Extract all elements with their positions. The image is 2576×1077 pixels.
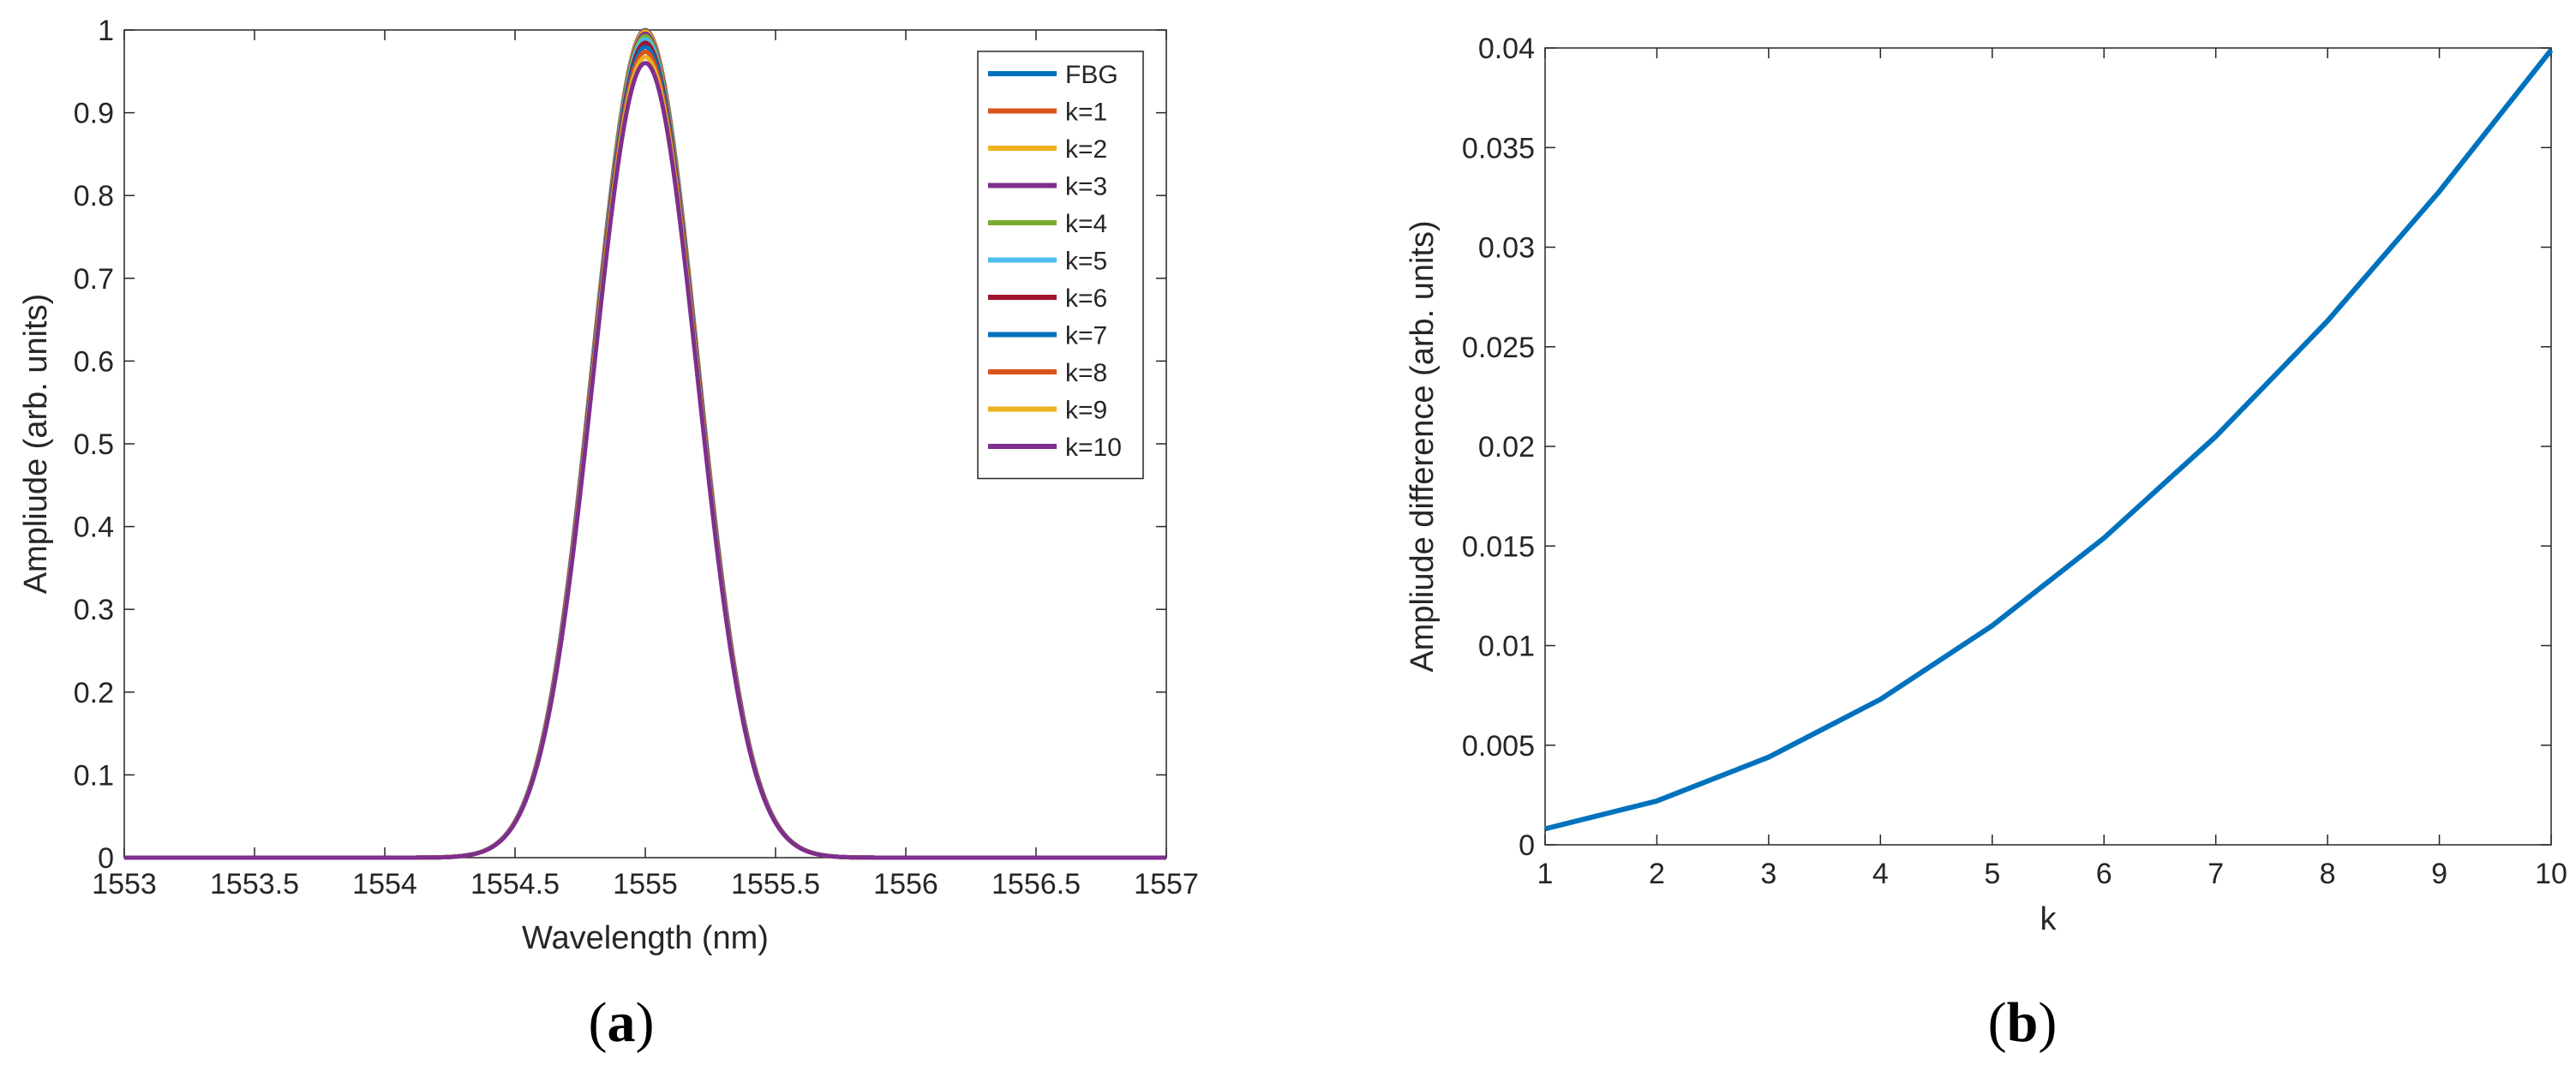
panel-a-caption: (a) [589, 991, 655, 1054]
legend-label: k=5 [1065, 248, 1107, 276]
panel-b-y-axis-label: Ampliude difference (arb. units) [1405, 220, 1441, 672]
a-x-tick-label: 1556.5 [991, 868, 1081, 900]
legend-box [977, 51, 1144, 480]
b-x-tick-label: 1 [1537, 858, 1554, 890]
legend-label: k=8 [1065, 359, 1107, 387]
a-y-tick-label: 0 [98, 842, 114, 875]
a-x-tick-label: 1557 [1134, 868, 1199, 900]
b-x-tick-label: 9 [2431, 858, 2447, 890]
panel-b-x-axis-label: k [2040, 901, 2058, 937]
legend-label: k=4 [1065, 210, 1107, 238]
panel-a-legend: FBG k=1 k=2 k=3 k=4 k=5 k=6 k=7 k=8 k=9 k=10 [977, 51, 1144, 480]
a-y-tick-label: 0.2 [74, 677, 114, 709]
b-y-tick-label: 0.01 [1478, 631, 1535, 663]
b-x-tick-label: 8 [2320, 858, 2336, 890]
b-x-tick-label: 4 [1872, 858, 1889, 890]
b-y-tick-label: 0.025 [1462, 332, 1535, 364]
panel-b-caption: (b) [1988, 991, 2058, 1054]
b-x-tick-label: 6 [2096, 858, 2112, 890]
panel-a-x-axis-label: Wavelength (nm) [522, 920, 769, 956]
legend-label: k=7 [1065, 322, 1107, 350]
legend-label: k=9 [1065, 397, 1107, 425]
legend-label: k=6 [1065, 284, 1107, 313]
a-y-tick-label: 0.6 [74, 345, 114, 378]
panel-a-y-axis-label: Ampliude (arb. units) [18, 294, 54, 595]
a-y-tick-label: 0.1 [74, 759, 114, 792]
a-y-tick-label: 0.3 [74, 594, 114, 626]
a-x-tick-label: 1554.5 [470, 868, 560, 900]
b-x-tick-label: 10 [2535, 858, 2567, 890]
b-y-tick-label: 0.04 [1478, 33, 1535, 65]
a-y-tick-label: 0.4 [74, 512, 114, 544]
panel-b-plot-area [1544, 47, 2552, 846]
legend-label: k=10 [1065, 434, 1122, 462]
b-y-tick-label: 0.03 [1478, 232, 1535, 265]
b-y-tick-label: 0.005 [1462, 730, 1535, 763]
b-y-tick-label: 0.015 [1462, 530, 1535, 563]
b-y-tick-label: 0.035 [1462, 132, 1535, 165]
a-x-tick-label: 1555.5 [731, 868, 820, 900]
a-y-tick-label: 0.7 [74, 263, 114, 296]
a-y-tick-label: 0.9 [74, 98, 114, 130]
b-x-tick-label: 3 [1760, 858, 1776, 890]
a-x-tick-label: 1556 [873, 868, 938, 900]
a-y-tick-label: 0.5 [74, 428, 114, 461]
b-x-tick-label: 2 [1649, 858, 1665, 890]
a-y-tick-label: 1 [98, 15, 114, 47]
a-x-tick-label: 1553 [92, 868, 157, 900]
b-y-tick-label: 0 [1519, 829, 1535, 862]
a-x-tick-label: 1554 [352, 868, 417, 900]
b-y-tick-label: 0.02 [1478, 431, 1535, 464]
b-x-tick-label: 7 [2208, 858, 2224, 890]
legend-label: k=3 [1065, 173, 1107, 201]
series-line-amplitude-difference [1544, 48, 2554, 832]
legend-label: k=1 [1065, 99, 1107, 127]
legend-label: k=2 [1065, 135, 1107, 164]
a-x-tick-label: 1553.5 [210, 868, 299, 900]
legend-label: FBG [1065, 61, 1118, 89]
b-x-tick-label: 5 [1984, 858, 2000, 890]
a-y-tick-label: 0.8 [74, 180, 114, 212]
panel-a-chart: 1553 1553.5 1554 1554.5 1555 1555.5 1556 1556.5… [18, 15, 1199, 1054]
series-line-k-10 [123, 61, 1167, 860]
panel-b-chart: 1 2 3 4 5 6 7 8 9 10 0 0.005 0.01 0.015 0.02 0.025 0.03… [1405, 33, 2567, 1054]
a-x-tick-label: 1555 [613, 868, 678, 900]
